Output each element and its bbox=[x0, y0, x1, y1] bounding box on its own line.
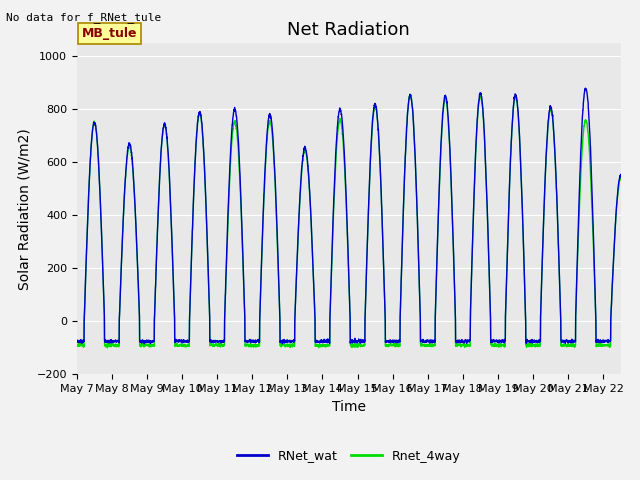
Y-axis label: Solar Radiation (W/m2): Solar Radiation (W/m2) bbox=[17, 128, 31, 289]
RNet_wat bbox=[479, 111, 487, 117]
Rnet_4way bbox=[188, 241, 196, 247]
RNet_wat bbox=[634, 339, 640, 345]
Rnet_4way bbox=[549, 119, 557, 124]
RNet_wat bbox=[73, 337, 81, 343]
Legend: RNet_wat, Rnet_4way: RNet_wat, Rnet_4way bbox=[232, 444, 466, 468]
Line: Rnet_4way: Rnet_4way bbox=[77, 95, 638, 348]
Rnet_4way bbox=[634, 343, 640, 349]
Rnet_4way bbox=[515, 128, 523, 133]
RNet_wat bbox=[549, 112, 557, 118]
Rnet_4way bbox=[406, 92, 414, 97]
X-axis label: Time: Time bbox=[332, 400, 366, 414]
Line: RNet_wat: RNet_wat bbox=[77, 88, 638, 344]
Title: Net Radiation: Net Radiation bbox=[287, 21, 410, 39]
RNet_wat bbox=[628, 338, 636, 344]
Text: MB_tule: MB_tule bbox=[82, 27, 138, 40]
RNet_wat bbox=[582, 85, 589, 91]
Text: No data for f_RNet_tule: No data for f_RNet_tule bbox=[6, 12, 162, 23]
Rnet_4way bbox=[628, 342, 636, 348]
RNet_wat bbox=[140, 341, 148, 347]
RNet_wat bbox=[515, 124, 523, 130]
RNet_wat bbox=[430, 338, 438, 344]
Rnet_4way bbox=[479, 115, 487, 120]
Rnet_4way bbox=[104, 345, 111, 351]
Rnet_4way bbox=[73, 343, 81, 349]
RNet_wat bbox=[188, 240, 196, 245]
Rnet_4way bbox=[430, 342, 438, 348]
